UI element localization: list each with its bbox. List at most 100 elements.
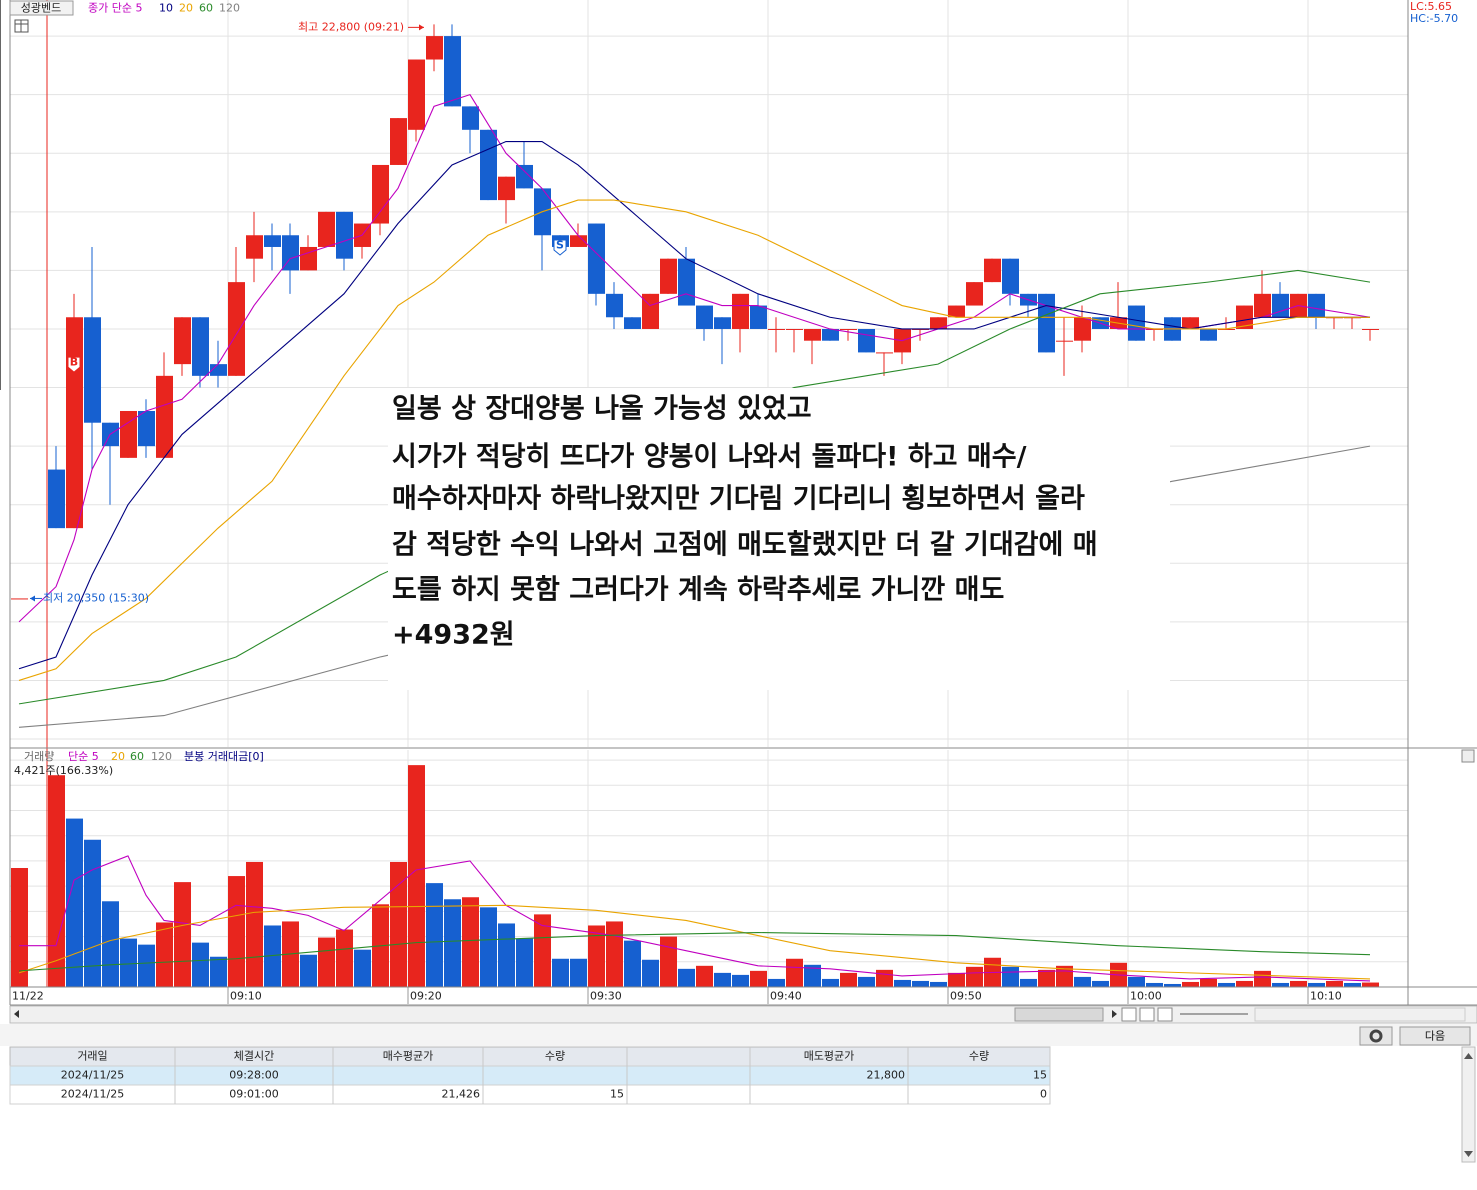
candle-body [1074,317,1091,341]
corner-label: HC:-5.70 [1410,12,1458,25]
legend-entry: 20 [179,2,193,15]
volume-bar [678,968,695,987]
x-tick-label: 09:50 [950,990,982,1003]
volume-bar [966,966,983,987]
scroll-up[interactable] [1464,1053,1473,1059]
note-line: 매수하자마자 하락나왔지만 기다림 기다리니 횡보하면서 올라 [392,484,1085,515]
volume-bar [714,972,731,987]
candle-body [516,164,533,189]
volume-bar [210,956,227,987]
x-tick-label: 10:10 [1310,990,1342,1003]
scroll-left[interactable] [14,1010,19,1018]
scroll-down[interactable] [1464,1151,1473,1157]
scroll-right[interactable] [1112,1010,1117,1018]
volume-bar [120,938,137,987]
ma-line [18,931,1371,972]
candle-body [120,410,137,458]
ma-line [18,269,1371,705]
volume-bar [192,942,209,987]
table-cell: 0 [1040,1088,1047,1101]
legend-entry: 120 [219,2,240,15]
volume-bar [768,978,785,987]
volume-bar [462,897,479,987]
scroll-thumb[interactable] [1014,1007,1104,1022]
candle-body [822,328,839,341]
candle-body [858,328,875,353]
ma-line [18,904,1371,980]
candle-body [984,258,1001,283]
volume-bar [1092,980,1109,987]
gear-icon [1369,1029,1383,1043]
table-header: 수량 [545,1050,565,1063]
candle-body [750,305,767,329]
table-cell: 21,800 [867,1069,906,1082]
signal-marker [67,356,81,373]
table-header: 거래일 [77,1049,107,1063]
volume-bar [1146,982,1163,987]
settings-button[interactable] [1359,1026,1393,1046]
next-button-label[interactable]: 다음 [1425,1030,1445,1043]
volume-bar [894,979,911,987]
volume-bar [930,981,947,987]
candle-body [1182,317,1199,329]
volume-bar [1236,980,1253,987]
volume-bar [11,867,28,987]
ma-line [18,199,1370,681]
volume-bar [102,901,119,987]
candle-body [768,328,785,330]
x-tick-label: 11/22 [12,990,44,1003]
table-row-bg [9,1084,1051,1105]
volume-bar [444,899,461,987]
candle-body [1056,340,1073,342]
volume-bar [1272,982,1289,987]
table-cell: 15 [610,1088,624,1101]
volume-bar [534,914,551,987]
candle-body [174,317,191,365]
candle-body [138,410,155,447]
tool-icons[interactable] [1254,1007,1466,1022]
volume-bar [300,954,317,987]
volume-bar [1164,983,1181,987]
volume-bar [1200,978,1217,987]
note-line: +4932원 [392,620,515,651]
candle-body [228,282,245,376]
arrow-head [419,24,424,31]
volume-bar [66,818,83,987]
candle-body [1200,328,1217,341]
volume-bar [1254,970,1271,987]
candle-body [606,293,623,318]
candle-body [1308,293,1325,318]
candle-body [930,317,947,329]
candle-body [624,317,641,329]
table-header: 매수평균가 [383,1050,434,1063]
signal-marker [553,239,567,256]
volume-bar [498,923,515,987]
overlay-layer: 일봉 상 장대양봉 나올 가능성 있었고 시가가 적당히 뜨다가 양봉이 나와서… [12,20,1471,1004]
volume-bar [570,958,587,987]
ma-line [19,855,1371,982]
candle-body [948,305,965,318]
volume-bar [1074,976,1091,987]
candle-body [372,164,389,224]
candle-body [426,36,443,60]
candle-body [1236,305,1253,329]
volume-bar [1362,982,1379,987]
x-tick-label: 10:00 [1130,990,1162,1003]
table-scrollbar[interactable] [1461,1046,1476,1163]
volume-bar [732,974,749,987]
legend-entry: 60 [199,2,213,15]
toolbar-button[interactable] [1157,1007,1173,1022]
x-tick-label: 09:40 [770,990,802,1003]
candle-body [390,118,407,165]
volume-bar [696,965,713,987]
legend-entry: 10 [159,2,173,15]
volume-bar [552,958,569,987]
volume-bar [1038,969,1055,987]
toolbar-button[interactable] [1139,1007,1155,1022]
volume-bar [1128,976,1145,987]
toolbar-button[interactable] [1121,1007,1137,1022]
close-button[interactable] [1461,749,1475,763]
title-box [9,0,74,16]
next-button[interactable] [1399,1026,1471,1046]
